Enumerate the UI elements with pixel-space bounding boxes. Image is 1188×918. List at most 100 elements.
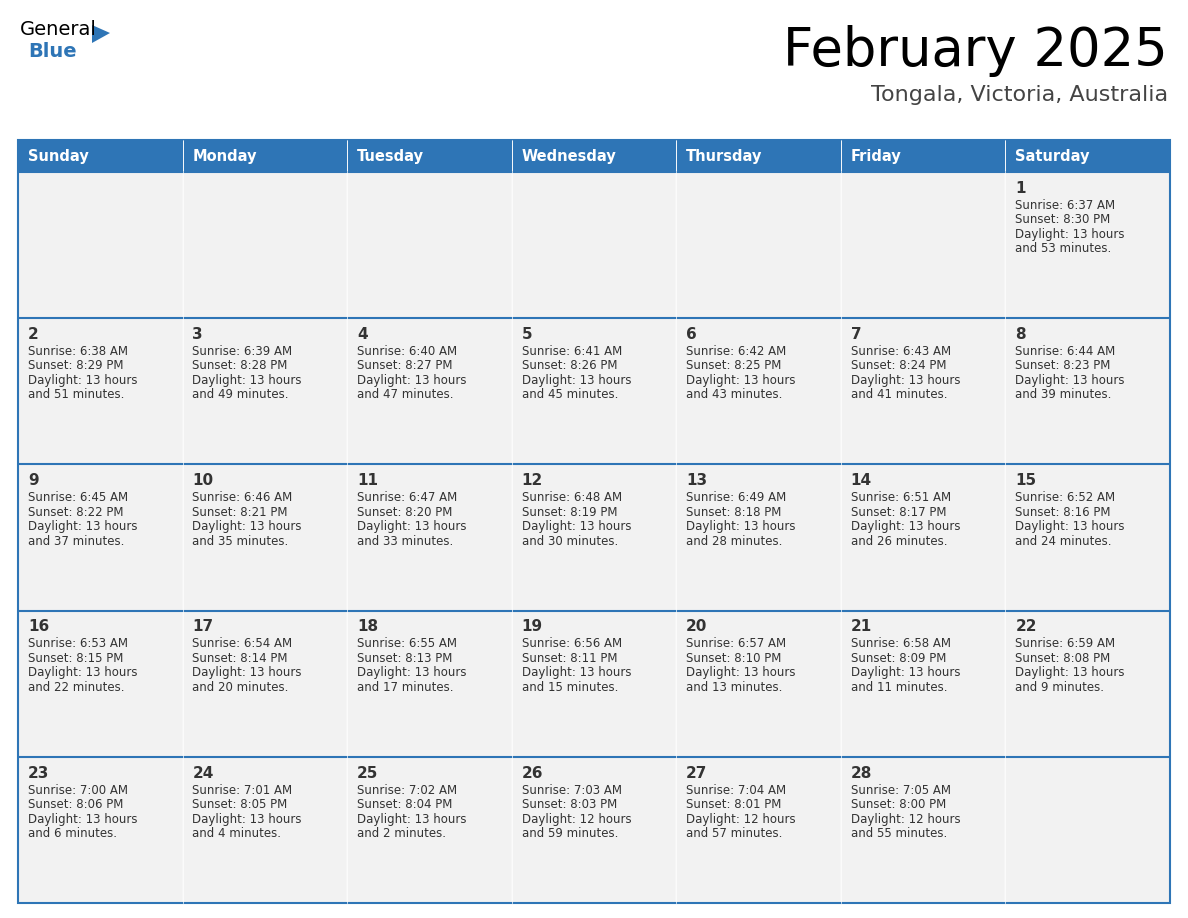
Text: 3: 3 bbox=[192, 327, 203, 342]
Text: Sunset: 8:21 PM: Sunset: 8:21 PM bbox=[192, 506, 287, 519]
Text: and 35 minutes.: and 35 minutes. bbox=[192, 534, 289, 548]
Bar bbox=[18, 756, 183, 903]
Text: Sunrise: 6:52 AM: Sunrise: 6:52 AM bbox=[1016, 491, 1116, 504]
Bar bbox=[18, 465, 183, 610]
Text: 1: 1 bbox=[1016, 181, 1025, 196]
Bar bbox=[676, 172, 841, 319]
Text: Sunset: 8:09 PM: Sunset: 8:09 PM bbox=[851, 652, 946, 665]
Text: 23: 23 bbox=[27, 766, 49, 780]
Text: and 6 minutes.: and 6 minutes. bbox=[27, 827, 116, 840]
Text: Daylight: 13 hours: Daylight: 13 hours bbox=[1016, 521, 1125, 533]
Bar bbox=[1005, 140, 1170, 172]
Text: Daylight: 13 hours: Daylight: 13 hours bbox=[192, 812, 302, 825]
Bar bbox=[841, 319, 1005, 465]
Text: and 45 minutes.: and 45 minutes. bbox=[522, 388, 618, 401]
Text: 5: 5 bbox=[522, 327, 532, 342]
Text: Sunset: 8:11 PM: Sunset: 8:11 PM bbox=[522, 652, 617, 665]
Text: Sunset: 8:23 PM: Sunset: 8:23 PM bbox=[1016, 360, 1111, 373]
Text: Blue: Blue bbox=[29, 42, 76, 61]
Text: Daylight: 13 hours: Daylight: 13 hours bbox=[522, 521, 631, 533]
Text: 7: 7 bbox=[851, 327, 861, 342]
Text: February 2025: February 2025 bbox=[783, 25, 1168, 77]
Text: Sunrise: 6:41 AM: Sunrise: 6:41 AM bbox=[522, 345, 621, 358]
Text: Daylight: 13 hours: Daylight: 13 hours bbox=[358, 521, 467, 533]
Bar bbox=[347, 140, 512, 172]
Bar bbox=[347, 319, 512, 465]
Text: Daylight: 13 hours: Daylight: 13 hours bbox=[851, 374, 960, 387]
Text: Sunset: 8:24 PM: Sunset: 8:24 PM bbox=[851, 360, 946, 373]
Text: Sunset: 8:14 PM: Sunset: 8:14 PM bbox=[192, 652, 287, 665]
Text: Sunrise: 6:42 AM: Sunrise: 6:42 AM bbox=[687, 345, 786, 358]
Text: and 39 minutes.: and 39 minutes. bbox=[1016, 388, 1112, 401]
Bar bbox=[18, 140, 1170, 903]
Text: Daylight: 13 hours: Daylight: 13 hours bbox=[358, 666, 467, 679]
Text: Sunset: 8:29 PM: Sunset: 8:29 PM bbox=[27, 360, 124, 373]
Bar bbox=[676, 465, 841, 610]
Text: Sunset: 8:19 PM: Sunset: 8:19 PM bbox=[522, 506, 617, 519]
Text: 10: 10 bbox=[192, 473, 214, 488]
Text: Daylight: 13 hours: Daylight: 13 hours bbox=[27, 666, 138, 679]
Text: Sunrise: 6:58 AM: Sunrise: 6:58 AM bbox=[851, 637, 950, 650]
Text: Sunrise: 6:45 AM: Sunrise: 6:45 AM bbox=[27, 491, 128, 504]
Text: 27: 27 bbox=[687, 766, 708, 780]
Text: and 24 minutes.: and 24 minutes. bbox=[1016, 534, 1112, 548]
Bar bbox=[1005, 756, 1170, 903]
Text: Sunrise: 6:37 AM: Sunrise: 6:37 AM bbox=[1016, 199, 1116, 212]
Text: Sunset: 8:28 PM: Sunset: 8:28 PM bbox=[192, 360, 287, 373]
Text: Sunset: 8:10 PM: Sunset: 8:10 PM bbox=[687, 652, 782, 665]
Text: Tuesday: Tuesday bbox=[358, 149, 424, 163]
Text: and 15 minutes.: and 15 minutes. bbox=[522, 681, 618, 694]
Bar bbox=[1005, 610, 1170, 756]
Text: and 13 minutes.: and 13 minutes. bbox=[687, 681, 783, 694]
Text: Sunset: 8:18 PM: Sunset: 8:18 PM bbox=[687, 506, 782, 519]
Text: and 9 minutes.: and 9 minutes. bbox=[1016, 681, 1105, 694]
Bar bbox=[512, 319, 676, 465]
Text: Sunrise: 7:02 AM: Sunrise: 7:02 AM bbox=[358, 784, 457, 797]
Text: Sunrise: 6:46 AM: Sunrise: 6:46 AM bbox=[192, 491, 292, 504]
Text: 26: 26 bbox=[522, 766, 543, 780]
Text: and 51 minutes.: and 51 minutes. bbox=[27, 388, 125, 401]
Text: Sunset: 8:26 PM: Sunset: 8:26 PM bbox=[522, 360, 617, 373]
Text: 25: 25 bbox=[358, 766, 379, 780]
Bar bbox=[347, 756, 512, 903]
Bar bbox=[512, 465, 676, 610]
Text: Sunday: Sunday bbox=[27, 149, 89, 163]
Text: and 41 minutes.: and 41 minutes. bbox=[851, 388, 947, 401]
Text: Saturday: Saturday bbox=[1016, 149, 1089, 163]
Text: Sunrise: 6:43 AM: Sunrise: 6:43 AM bbox=[851, 345, 950, 358]
Text: Sunrise: 6:40 AM: Sunrise: 6:40 AM bbox=[358, 345, 457, 358]
Text: and 28 minutes.: and 28 minutes. bbox=[687, 534, 783, 548]
Text: Sunset: 8:13 PM: Sunset: 8:13 PM bbox=[358, 652, 453, 665]
Bar bbox=[18, 319, 183, 465]
Text: 15: 15 bbox=[1016, 473, 1036, 488]
Text: Sunrise: 6:38 AM: Sunrise: 6:38 AM bbox=[27, 345, 128, 358]
Text: Friday: Friday bbox=[851, 149, 902, 163]
Text: 22: 22 bbox=[1016, 620, 1037, 634]
Text: Sunrise: 6:48 AM: Sunrise: 6:48 AM bbox=[522, 491, 621, 504]
Bar bbox=[347, 465, 512, 610]
Text: Sunrise: 7:03 AM: Sunrise: 7:03 AM bbox=[522, 784, 621, 797]
Text: 8: 8 bbox=[1016, 327, 1026, 342]
Text: and 4 minutes.: and 4 minutes. bbox=[192, 827, 282, 840]
Text: 20: 20 bbox=[687, 620, 708, 634]
Text: Sunrise: 6:53 AM: Sunrise: 6:53 AM bbox=[27, 637, 128, 650]
Text: 9: 9 bbox=[27, 473, 38, 488]
Text: 21: 21 bbox=[851, 620, 872, 634]
Text: Daylight: 13 hours: Daylight: 13 hours bbox=[851, 666, 960, 679]
Text: Sunset: 8:15 PM: Sunset: 8:15 PM bbox=[27, 652, 124, 665]
Text: Sunrise: 6:51 AM: Sunrise: 6:51 AM bbox=[851, 491, 950, 504]
Text: and 33 minutes.: and 33 minutes. bbox=[358, 534, 454, 548]
Text: Sunrise: 6:56 AM: Sunrise: 6:56 AM bbox=[522, 637, 621, 650]
Text: Sunset: 8:03 PM: Sunset: 8:03 PM bbox=[522, 798, 617, 812]
Text: and 43 minutes.: and 43 minutes. bbox=[687, 388, 783, 401]
Text: Sunrise: 6:44 AM: Sunrise: 6:44 AM bbox=[1016, 345, 1116, 358]
Text: Daylight: 13 hours: Daylight: 13 hours bbox=[687, 666, 796, 679]
Bar bbox=[512, 610, 676, 756]
Text: Daylight: 12 hours: Daylight: 12 hours bbox=[851, 812, 960, 825]
Text: and 11 minutes.: and 11 minutes. bbox=[851, 681, 947, 694]
Text: and 2 minutes.: and 2 minutes. bbox=[358, 827, 446, 840]
Text: Daylight: 13 hours: Daylight: 13 hours bbox=[27, 374, 138, 387]
Text: Sunset: 8:22 PM: Sunset: 8:22 PM bbox=[27, 506, 124, 519]
Text: and 47 minutes.: and 47 minutes. bbox=[358, 388, 454, 401]
Text: Daylight: 13 hours: Daylight: 13 hours bbox=[27, 521, 138, 533]
